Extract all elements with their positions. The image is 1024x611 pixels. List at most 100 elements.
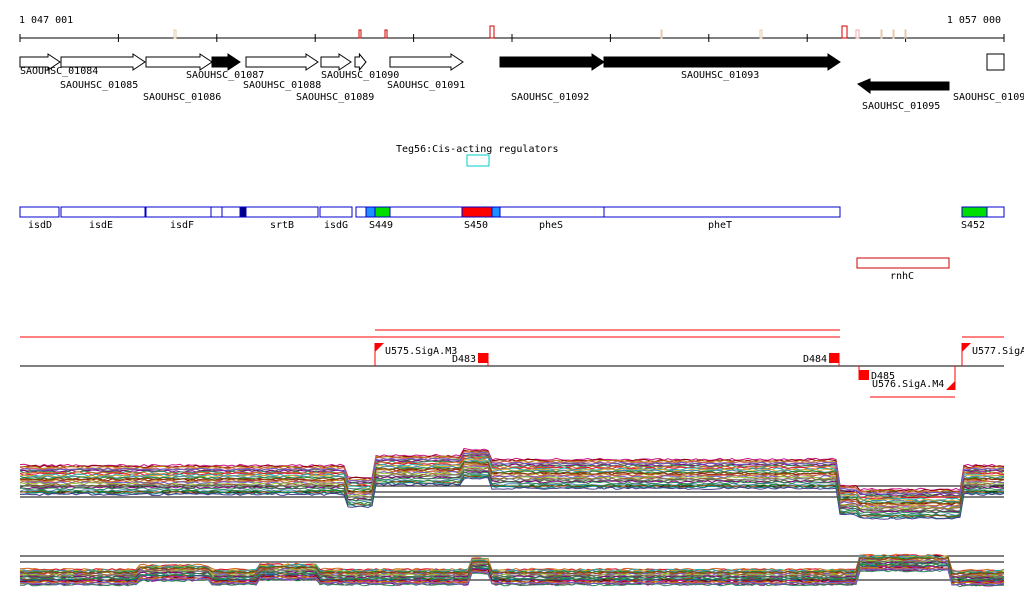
gene-label: SAOUHSC_0109 xyxy=(953,92,1024,103)
gene-saouhsc_01092[interactable]: SAOUHSC_01092 xyxy=(499,53,605,103)
terminator-d484[interactable]: D484 xyxy=(803,353,840,366)
gene-label: SAOUHSC_01092 xyxy=(511,92,589,103)
expression-profile-track-2 xyxy=(19,553,1005,588)
gene-arrow-icon xyxy=(245,53,319,71)
feature-box xyxy=(389,206,463,218)
gene-arrow-icon xyxy=(986,53,1005,71)
rnhc-box[interactable] xyxy=(856,257,950,269)
gene-saouhsc_01089[interactable]: SAOUHSC_01089 xyxy=(296,53,374,103)
feature-phes[interactable]: pheS xyxy=(499,206,605,231)
rnhc-track: rnhC xyxy=(856,257,950,282)
feature-box xyxy=(491,206,501,218)
promoter-flag-icon xyxy=(375,343,384,352)
feature-box xyxy=(374,206,391,218)
feature-isdd[interactable]: isdD xyxy=(19,206,60,231)
gene-saouhsc_01084[interactable]: SAOUHSC_01084 xyxy=(19,53,98,77)
ruler-marker xyxy=(173,29,177,39)
terminator-marker xyxy=(478,353,488,363)
gene-track: SAOUHSC_01084 SAOUHSC_01085 SAOUHSC_01086 S… xyxy=(19,52,1024,112)
gene-saouhsc_01085[interactable]: SAOUHSC_01085 xyxy=(60,53,146,91)
gene-label: SAOUHSC_01093 xyxy=(681,70,759,81)
gene-arrow-icon xyxy=(857,78,950,94)
regulator-track: Teg56:Cis-acting regulators xyxy=(396,144,559,167)
ruler-marker xyxy=(660,29,663,39)
feature-box xyxy=(986,206,1005,218)
feature-box xyxy=(961,206,988,218)
feature-box xyxy=(210,206,223,218)
ruler-marker xyxy=(759,29,763,39)
feature-label: S452 xyxy=(961,220,985,231)
expression-profile-line xyxy=(19,461,1005,505)
regulator-box[interactable] xyxy=(466,154,490,167)
gene-saouhsc_01090[interactable]: SAOUHSC_01090 xyxy=(321,52,399,81)
gene-label: SAOUHSC_01087 xyxy=(186,70,264,81)
ruler-marker xyxy=(855,29,860,39)
feature-box xyxy=(145,206,212,218)
feature-srtb[interactable]: srtB xyxy=(245,206,319,231)
feature-s452[interactable]: S452 xyxy=(961,206,988,231)
terminator-label: D483 xyxy=(452,354,476,365)
ruler-marker xyxy=(880,29,883,39)
gene-label: SAOUHSC_01089 xyxy=(296,92,374,103)
gene-saouhsc_01086[interactable]: SAOUHSC_01086 xyxy=(143,53,221,103)
gene-arrow-icon xyxy=(145,53,213,71)
promoter-u575[interactable]: U575.SigA.M3 xyxy=(374,343,457,366)
terminator-marker xyxy=(829,353,839,363)
terminator-marker xyxy=(859,370,869,380)
ruler-marks xyxy=(173,25,907,39)
feature-isdf[interactable]: isdF xyxy=(145,206,212,231)
terminator-d483[interactable]: D483 xyxy=(452,353,489,366)
gene-saouhsc_01088[interactable]: SAOUHSC_01088 xyxy=(243,53,321,91)
feature-segment[interactable] xyxy=(986,206,1005,218)
feature-box xyxy=(239,206,247,218)
gene-arrow-icon xyxy=(354,52,367,72)
ruler-marker xyxy=(384,29,388,39)
feature-label: S450 xyxy=(464,220,488,231)
feature-segment[interactable] xyxy=(210,206,223,218)
gene-label: SAOUHSC_01084 xyxy=(20,66,98,77)
feature-isdg[interactable]: isdG xyxy=(319,206,353,231)
promoter-label: U576.SigA.M4 xyxy=(872,379,944,390)
promoter-flag-icon xyxy=(946,381,955,390)
gene-arrow-icon xyxy=(603,53,841,71)
feature-phet[interactable]: pheT xyxy=(603,206,841,231)
regulator-label: Teg56:Cis-acting regulators xyxy=(396,144,559,155)
ruler-marker xyxy=(892,29,895,39)
feature-segment[interactable] xyxy=(355,206,367,218)
ruler-marker xyxy=(904,29,907,39)
feature-isde[interactable]: isdE xyxy=(60,206,146,231)
feature-segment[interactable] xyxy=(389,206,463,218)
feature-box xyxy=(60,206,146,218)
terminator-label: D484 xyxy=(803,354,827,365)
promoter-u577[interactable]: U577.SigA xyxy=(961,343,1024,366)
gene-saouhsc_01087[interactable]: SAOUHSC_01087 xyxy=(186,53,264,81)
gene-saouhsc_0109[interactable]: SAOUHSC_0109 xyxy=(953,53,1024,103)
gene-label: SAOUHSC_01091 xyxy=(387,80,465,91)
gene-label: SAOUHSC_01085 xyxy=(60,80,138,91)
gene-arrow-icon xyxy=(60,53,146,71)
feature-label: pheS xyxy=(539,220,563,231)
expression-profile-line xyxy=(19,567,1005,586)
feature-segment[interactable] xyxy=(239,206,247,218)
feature-label: srtB xyxy=(270,220,294,231)
terminator-d485[interactable]: D485 xyxy=(858,366,895,382)
feature-box xyxy=(461,206,493,218)
feature-segment[interactable] xyxy=(491,206,501,218)
promoter-u576[interactable]: U576.SigA.M4 xyxy=(872,366,956,390)
feature-segment[interactable] xyxy=(365,206,376,218)
feature-label: S449 xyxy=(369,220,393,231)
feature-s450[interactable]: S450 xyxy=(461,206,493,231)
gene-label: SAOUHSC_01086 xyxy=(143,92,221,103)
feature-label: isdG xyxy=(324,220,348,231)
feature-box xyxy=(365,206,376,218)
feature-segment[interactable] xyxy=(221,206,241,218)
gene-saouhsc_01091[interactable]: SAOUHSC_01091 xyxy=(387,53,465,91)
expression-profile-line xyxy=(20,471,1005,515)
coordinate-ruler: 1 047 001 1 057 000 xyxy=(19,15,1005,42)
promoter-flag-icon xyxy=(962,343,971,352)
gene-saouhsc_01093[interactable]: SAOUHSC_01093 xyxy=(603,53,841,81)
feature-box xyxy=(19,206,60,218)
gene-label: SAOUHSC_01088 xyxy=(243,80,321,91)
gene-saouhsc_01095[interactable]: SAOUHSC_01095 xyxy=(857,78,950,112)
